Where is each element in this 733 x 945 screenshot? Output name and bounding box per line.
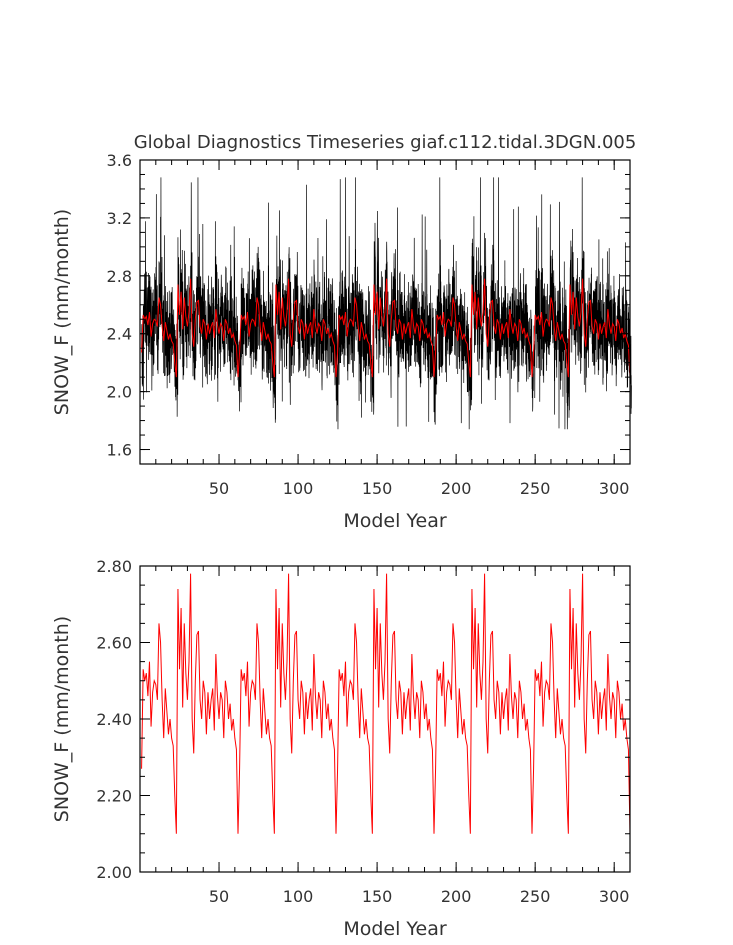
x-tick-label: 250 bbox=[520, 887, 551, 906]
bottom-annual-series-group bbox=[141, 573, 631, 834]
y-tick-label: 2.4 bbox=[107, 325, 132, 344]
x-tick-label: 300 bbox=[599, 479, 630, 498]
y-axis-label: SNOW_F (mm/month) bbox=[51, 209, 73, 415]
x-tick-label: 300 bbox=[599, 887, 630, 906]
x-axis-label: Model Year bbox=[343, 510, 447, 532]
y-tick-label: 2.40 bbox=[96, 710, 132, 729]
y-tick-label: 2.8 bbox=[107, 267, 132, 286]
y-tick-label: 2.20 bbox=[96, 787, 132, 806]
top-axes: 50 100 150 200 250 300 1.6 2.0 2.4 2.8 3.2 3.6 Model… bbox=[51, 151, 631, 532]
top-panel: 50 100 150 200 250 300 1.6 2.0 2.4 2.8 3.2 3.6 Model… bbox=[51, 151, 632, 532]
x-tick-label: 150 bbox=[362, 887, 393, 906]
y-tick-label: 3.6 bbox=[107, 151, 132, 170]
bottom-panel: 50 100 150 200 250 300 2.00 2.20 2.40 2.60 2.80 Mod… bbox=[51, 557, 631, 940]
y-tick-label: 2.00 bbox=[96, 863, 132, 882]
x-tick-label: 200 bbox=[441, 887, 472, 906]
y-tick-label: 2.0 bbox=[107, 383, 132, 402]
annual-series-line bbox=[141, 278, 631, 378]
y-tick-label: 1.6 bbox=[107, 441, 132, 460]
x-tick-label: 200 bbox=[441, 479, 472, 498]
y-tick-label: 2.60 bbox=[96, 634, 132, 653]
y-axis-label: SNOW_F (mm/month) bbox=[51, 616, 73, 822]
bottom-axes: 50 100 150 200 250 300 2.00 2.20 2.40 2.60 2.80 Mod… bbox=[51, 557, 631, 940]
x-tick-label: 100 bbox=[283, 887, 314, 906]
monthly-series-line bbox=[141, 177, 632, 430]
x-tick-label: 50 bbox=[209, 479, 229, 498]
annual-series-line bbox=[141, 573, 631, 834]
x-tick-label: 100 bbox=[283, 479, 314, 498]
x-tick-label: 250 bbox=[520, 479, 551, 498]
x-tick-label: 150 bbox=[362, 479, 393, 498]
y-tick-label: 3.2 bbox=[107, 209, 132, 228]
y-tick-label: 2.80 bbox=[96, 557, 132, 576]
x-axis-label: Model Year bbox=[343, 918, 447, 940]
x-tick-label: 50 bbox=[209, 887, 229, 906]
chart-title: Global Diagnostics Timeseries giaf.c112.… bbox=[134, 132, 637, 153]
top-monthly-series-group bbox=[141, 177, 632, 430]
plot-frame bbox=[139, 159, 631, 465]
